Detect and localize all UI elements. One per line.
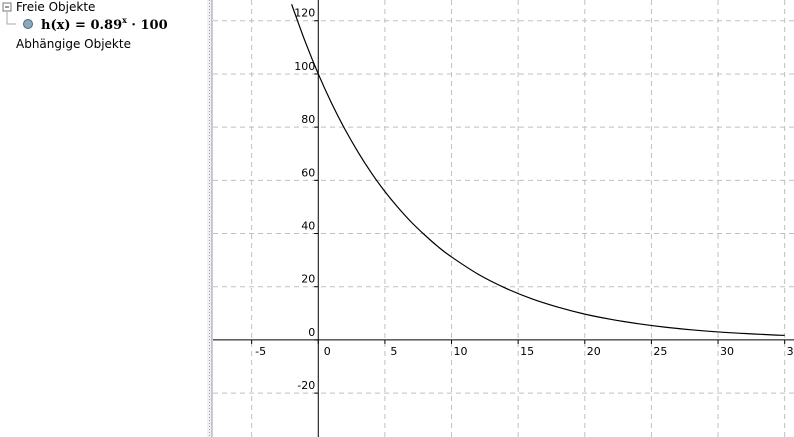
y-tick-label: 0 bbox=[308, 326, 315, 339]
y-tick-label: 120 bbox=[294, 7, 315, 20]
y-tick-label: 60 bbox=[301, 166, 315, 179]
x-tick-label: 0 bbox=[324, 345, 331, 358]
dependent-objects-label[interactable]: Abhängige Objekte bbox=[16, 37, 131, 51]
splitter[interactable] bbox=[207, 0, 212, 437]
function-curve bbox=[291, 4, 785, 336]
y-tick-label: 40 bbox=[301, 220, 315, 233]
formula-main: h(x) = 0.89 bbox=[41, 18, 122, 33]
graphics-view[interactable]: -5 0 5 10 15 20 25 30 35 -20 0 20 40 60 80 100 120 bbox=[213, 0, 794, 437]
y-tick-label: 80 bbox=[301, 113, 315, 126]
algebra-panel: Freie Objekte h(x) = 0.89x · 100 Abhängi… bbox=[2, 0, 168, 51]
formula-exponent: x bbox=[122, 15, 127, 25]
y-tick-label: 20 bbox=[301, 273, 315, 286]
object-visibility-dot[interactable] bbox=[23, 19, 33, 29]
x-tick-label: -5 bbox=[255, 345, 266, 358]
tree-line bbox=[6, 12, 16, 25]
y-tick-label: 100 bbox=[294, 60, 315, 73]
function-definition[interactable]: h(x) = 0.89x · 100 bbox=[41, 15, 168, 33]
x-tick-label: 30 bbox=[720, 345, 734, 358]
x-tick-label: 25 bbox=[653, 345, 667, 358]
x-tick-label: 10 bbox=[454, 345, 468, 358]
x-tick-label: 15 bbox=[520, 345, 534, 358]
x-tick-label: 5 bbox=[390, 345, 397, 358]
free-objects-label[interactable]: Freie Objekte bbox=[16, 0, 95, 14]
formula-factor: · 100 bbox=[127, 18, 168, 33]
x-tick-label: 20 bbox=[587, 345, 601, 358]
x-tick-label: 35 bbox=[787, 345, 794, 358]
y-tick-label: -20 bbox=[297, 379, 315, 392]
